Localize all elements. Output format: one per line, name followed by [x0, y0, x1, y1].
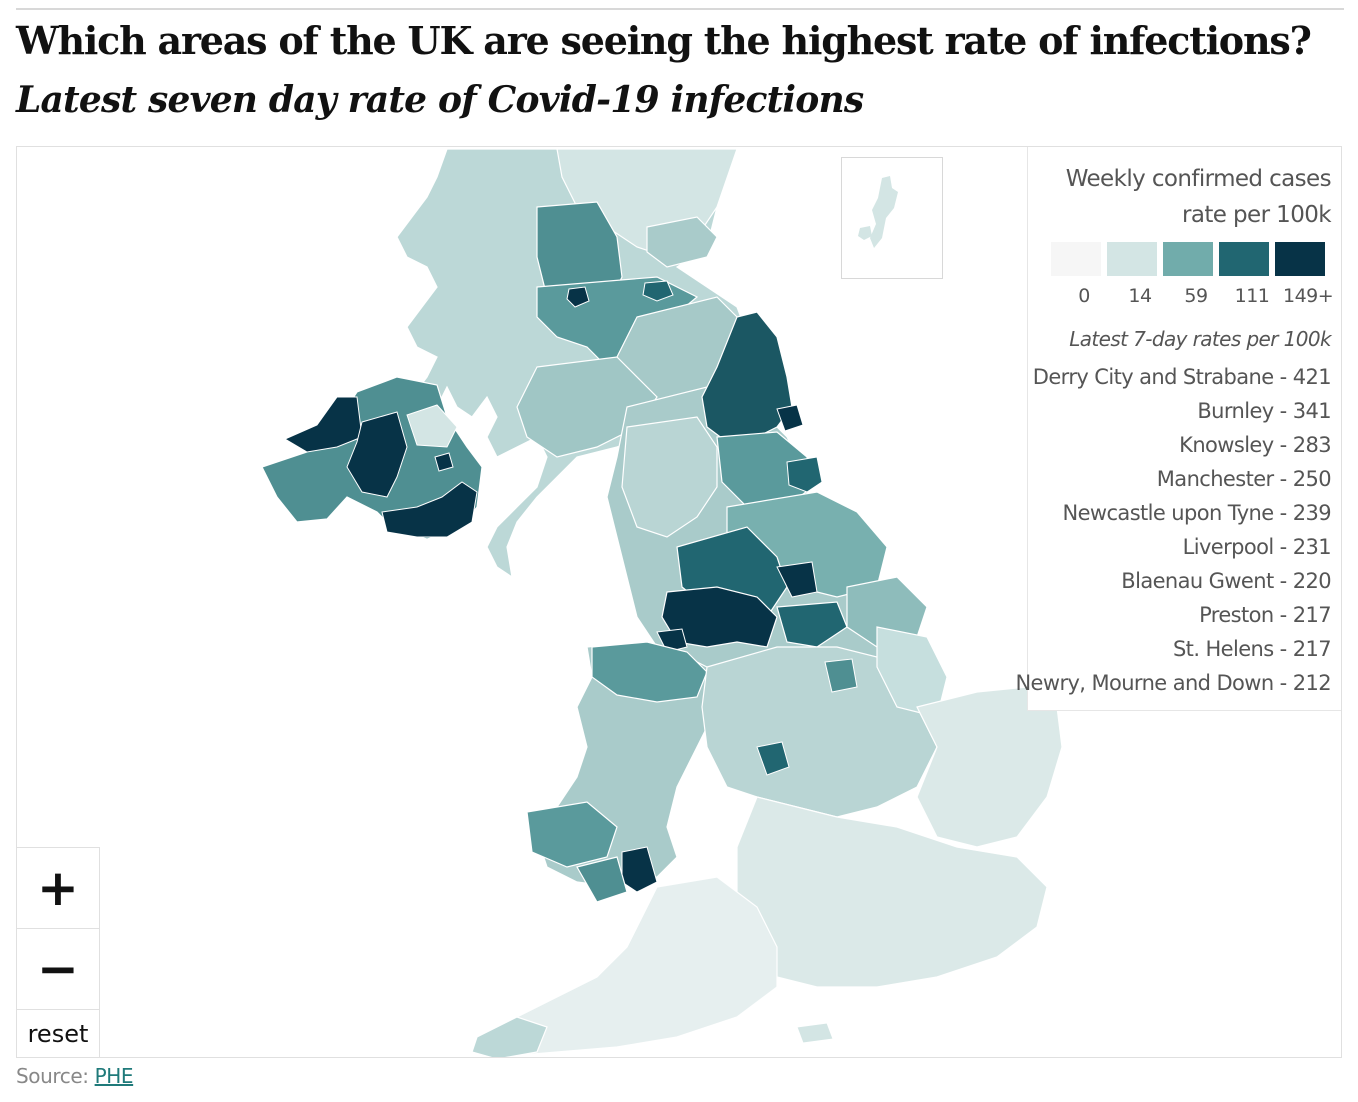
region-fife[interactable]	[646, 216, 718, 268]
region-isle-of-wight[interactable]	[796, 1022, 834, 1044]
page-subtitle: Latest seven day rate of Covid-19 infect…	[16, 79, 864, 121]
region-ards[interactable]	[406, 404, 458, 448]
region-newry-mourne-down[interactable]	[381, 481, 478, 538]
region-belfast[interactable]	[434, 452, 454, 472]
legend-swatches	[1051, 242, 1325, 276]
region-teesside[interactable]	[786, 456, 823, 493]
zoom-in-button[interactable]: +	[17, 848, 99, 929]
legend-label: 59	[1184, 285, 1208, 307]
legend-swatch-149	[1275, 242, 1325, 276]
map-frame[interactable]: Weekly confirmed cases rate per 100k 0 1…	[16, 146, 1342, 1058]
rate-item: Preston - 217	[1199, 603, 1332, 627]
region-newcastle[interactable]	[776, 404, 804, 432]
zoom-out-button[interactable]: −	[17, 929, 99, 1010]
region-edinburgh[interactable]	[642, 280, 674, 302]
source-link[interactable]: PHE	[94, 1064, 134, 1088]
region-birmingham[interactable]	[756, 741, 790, 776]
rates-title: Latest 7-day rates per 100k	[1069, 327, 1331, 351]
orkney-islands	[858, 226, 872, 240]
region-midlands[interactable]	[701, 646, 938, 818]
region-south-wales[interactable]	[576, 856, 628, 903]
region-northumberland[interactable]	[701, 311, 793, 443]
legend-swatch-0	[1051, 242, 1101, 276]
legend-title-line2: rate per 100k	[1182, 202, 1332, 228]
legend-label: 0	[1078, 285, 1090, 307]
region-west-wales[interactable]	[526, 801, 618, 868]
rate-item: Burnley - 341	[1197, 399, 1331, 423]
legend-label: 14	[1128, 285, 1152, 307]
uk-choropleth-map[interactable]	[17, 147, 1342, 1058]
legend-swatch-111	[1219, 242, 1269, 276]
region-glasgow-city[interactable]	[566, 286, 590, 308]
rate-item: Derry City and Strabane - 421	[1032, 365, 1332, 389]
region-south-west[interactable]	[475, 876, 778, 1057]
page-title: Which areas of the UK are seeing the hig…	[16, 18, 1312, 63]
region-derry-strabane[interactable]	[283, 396, 363, 453]
rate-item: Liverpool - 231	[1182, 535, 1332, 559]
region-leicester[interactable]	[824, 658, 858, 693]
rate-item: St. Helens - 217	[1172, 637, 1332, 661]
legend-title-line1: Weekly confirmed cases	[1065, 166, 1332, 192]
legend-swatch-59	[1163, 242, 1213, 276]
reset-button[interactable]: reset	[27, 1020, 89, 1048]
legend-label: 111	[1234, 285, 1270, 307]
rate-item: Blaenau Gwent - 220	[1121, 569, 1331, 593]
rates-list: Derry City and Strabane - 421 Burnley - …	[1015, 360, 1331, 700]
region-cornwall[interactable]	[471, 1016, 548, 1058]
legend-swatch-labels: 0 14 59 111 149+	[1059, 285, 1333, 307]
rate-item: Manchester - 250	[1156, 467, 1332, 491]
rate-item: Newry, Mourne and Down - 212	[1015, 671, 1331, 695]
source-note: Source: PHE	[16, 1064, 134, 1088]
region-mid-ulster[interactable]	[346, 411, 408, 498]
rate-item: Knowsley - 283	[1179, 433, 1331, 457]
region-north-wales[interactable]	[591, 641, 708, 703]
legend-title: Weekly confirmed cases rate per 100k	[1031, 161, 1332, 233]
region-greater-manchester[interactable]	[661, 586, 778, 648]
legend-label: 149+	[1283, 285, 1334, 307]
rate-item: Newcastle upon Tyne - 239	[1062, 501, 1331, 525]
region-cumbria[interactable]	[621, 416, 718, 538]
legend-panel: Weekly confirmed cases rate per 100k 0 1…	[1015, 147, 1341, 711]
shetland-inset-map	[858, 176, 898, 248]
source-label: Source:	[16, 1064, 89, 1088]
zoom-controls: + − reset	[17, 847, 100, 1057]
shetland-islands	[870, 176, 898, 248]
top-rule	[16, 8, 1344, 10]
region-east-anglia[interactable]	[916, 686, 1063, 848]
legend-swatch-14	[1107, 242, 1157, 276]
region-burnley[interactable]	[776, 561, 818, 598]
shetland-inset	[841, 157, 943, 279]
region-west-yorkshire[interactable]	[776, 601, 848, 648]
